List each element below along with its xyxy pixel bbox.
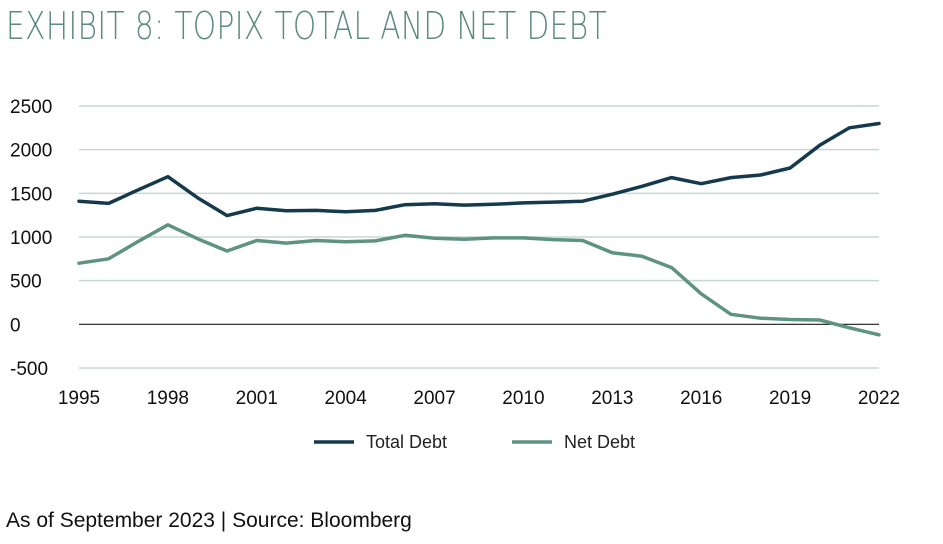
legend: Total Debt Net Debt xyxy=(314,432,635,452)
x-tick-label: 2013 xyxy=(591,388,633,409)
y-tick-label: 0 xyxy=(10,315,21,336)
x-tick-label: 1995 xyxy=(58,388,100,409)
x-tick-label: 2019 xyxy=(769,388,811,409)
y-tick-label: 2500 xyxy=(10,97,52,118)
legend-label: Total Debt xyxy=(366,432,447,452)
x-tick-label: 2016 xyxy=(680,388,722,409)
x-tick-label: 2004 xyxy=(325,388,368,409)
series-line-net-debt xyxy=(77,223,881,337)
y-tick-label: 500 xyxy=(10,272,42,293)
line-chart: -500 0 500 1000 1500 2000 2500 1995 1998 2001 200… xyxy=(10,97,900,452)
x-tick-label: 2022 xyxy=(858,388,900,409)
x-tick-label: 1998 xyxy=(147,388,189,409)
x-tick-label: 2007 xyxy=(413,388,455,409)
chart-title: EXHIBIT 8: TOPIX TOTAL AND NET DEBT xyxy=(6,4,608,48)
y-tick-label: 2000 xyxy=(10,141,52,162)
x-axis-ticks: 1995 1998 2001 2004 2007 2010 2013 2016 2019 2022 xyxy=(58,388,900,409)
y-axis-ticks: -500 0 500 1000 1500 2000 2500 xyxy=(10,97,52,380)
y-tick-label: 1500 xyxy=(10,184,52,205)
y-tick-label: -500 xyxy=(10,359,48,380)
series-line-total-debt xyxy=(77,121,881,218)
x-tick-label: 2010 xyxy=(502,388,544,409)
x-tick-label: 2001 xyxy=(236,388,278,409)
source-note: As of September 2023 | Source: Bloomberg xyxy=(6,509,412,532)
legend-label: Net Debt xyxy=(564,432,635,452)
series-lines xyxy=(77,121,881,337)
y-tick-label: 1000 xyxy=(10,228,52,249)
